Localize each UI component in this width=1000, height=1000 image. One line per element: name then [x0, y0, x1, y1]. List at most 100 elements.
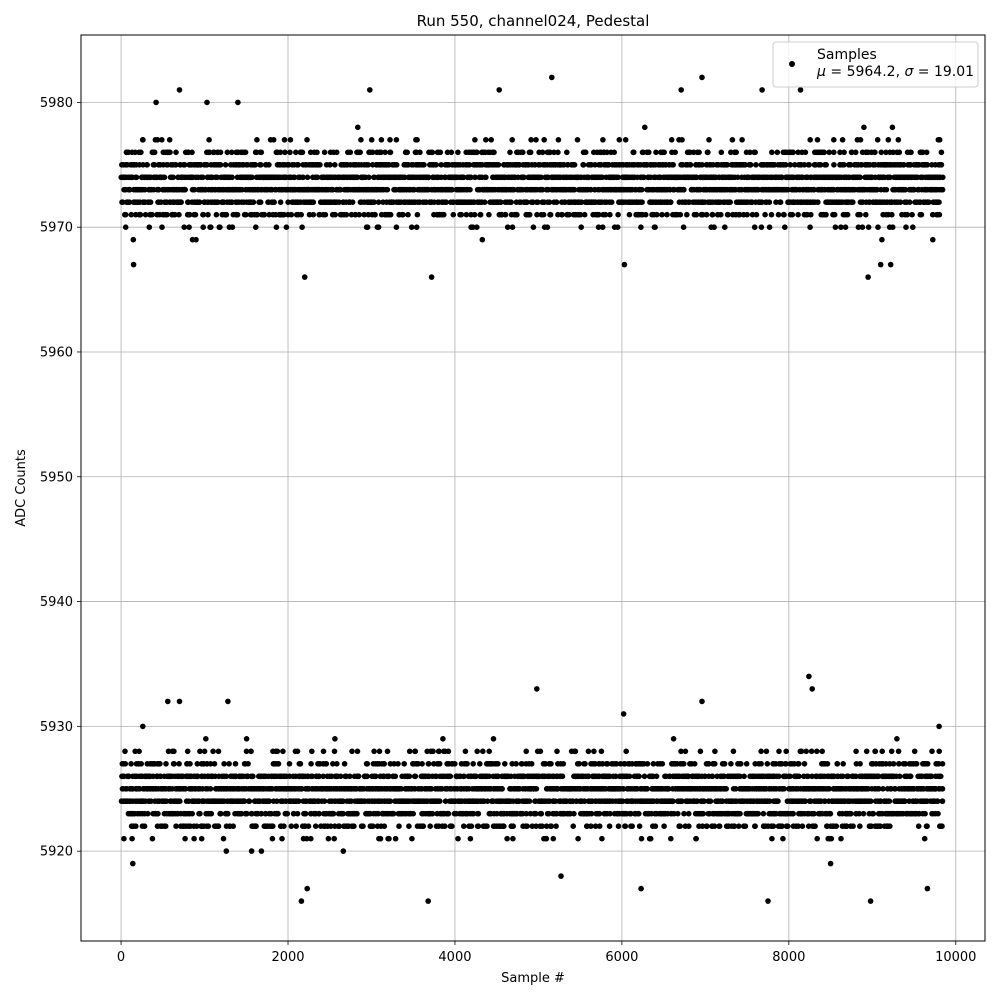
data-point: [361, 211, 368, 218]
data-point: [463, 211, 470, 218]
data-point: [254, 137, 260, 143]
data-point: [229, 174, 235, 181]
data-point: [490, 736, 497, 742]
data-point: [288, 823, 295, 829]
data-point: [699, 74, 705, 81]
data-point: [285, 162, 292, 168]
data-points: [118, 74, 946, 904]
data-point: [288, 211, 295, 218]
data-point: [375, 199, 382, 205]
data-point: [865, 224, 872, 230]
data-point: [678, 87, 684, 93]
data-point: [762, 211, 768, 218]
data-point: [636, 823, 643, 829]
data-point: [154, 137, 161, 143]
data-point: [604, 149, 610, 156]
data-point: [514, 211, 520, 218]
data-point: [442, 823, 448, 829]
data-point: [396, 823, 402, 829]
data-point: [508, 199, 514, 205]
data-point: [638, 835, 645, 842]
data-point: [475, 186, 482, 193]
data-point: [321, 798, 328, 804]
data-point: [553, 823, 559, 829]
data-point: [895, 137, 902, 143]
data-point: [304, 137, 310, 143]
data-point: [578, 224, 584, 230]
data-point: [759, 87, 765, 93]
data-point: [217, 162, 224, 168]
data-point: [149, 835, 156, 842]
data-point: [639, 186, 645, 193]
data-point: [138, 149, 144, 156]
data-point: [571, 810, 577, 817]
data-point: [766, 224, 773, 230]
data-point: [330, 810, 337, 817]
data-point: [591, 748, 597, 755]
data-point: [200, 174, 206, 181]
data-point: [596, 211, 602, 218]
data-point: [696, 149, 702, 156]
data-point: [406, 823, 412, 829]
data-point: [229, 224, 236, 230]
data-point: [425, 761, 432, 767]
data-point: [137, 211, 144, 218]
data-point: [172, 211, 178, 218]
data-point: [280, 748, 286, 755]
data-point: [144, 810, 151, 817]
data-point: [733, 149, 739, 156]
data-point: [308, 835, 314, 842]
data-point: [712, 174, 718, 181]
data-point: [364, 224, 371, 230]
data-point: [186, 211, 193, 218]
data-point: [460, 174, 467, 181]
data-point: [768, 211, 775, 218]
data-point: [706, 137, 712, 143]
data-point: [775, 211, 782, 218]
data-point: [367, 87, 373, 93]
data-point: [155, 186, 161, 193]
data-point: [377, 835, 384, 842]
data-point: [544, 810, 551, 817]
data-point: [408, 224, 415, 230]
data-point: [369, 149, 376, 156]
data-point: [504, 835, 510, 842]
data-point: [582, 149, 589, 156]
data-point: [653, 149, 659, 156]
data-point: [269, 835, 276, 842]
data-point: [387, 149, 394, 156]
data-point: [575, 835, 581, 842]
data-point: [172, 162, 179, 168]
data-point: [243, 736, 250, 742]
data-point: [630, 149, 637, 156]
data-point: [271, 199, 277, 205]
data-point: [126, 199, 133, 205]
data-point: [317, 162, 323, 168]
data-point: [724, 162, 731, 168]
data-point: [486, 748, 493, 755]
data-point: [176, 87, 183, 93]
data-point: [533, 137, 539, 143]
data-point: [592, 162, 598, 168]
data-point: [419, 761, 425, 767]
data-point: [153, 99, 159, 106]
data-point: [734, 174, 741, 181]
data-point: [214, 199, 220, 205]
data-point: [940, 174, 946, 181]
data-point: [213, 211, 220, 218]
data-point: [879, 236, 885, 243]
data-point: [445, 748, 452, 755]
data-point: [938, 162, 945, 168]
data-point: [850, 199, 856, 205]
data-point: [281, 137, 288, 143]
data-point: [299, 149, 306, 156]
data-point: [149, 211, 155, 218]
data-point: [182, 186, 188, 193]
data-point: [283, 810, 290, 817]
data-point: [321, 149, 328, 156]
data-point: [638, 224, 644, 230]
data-point: [211, 761, 218, 767]
data-point: [221, 761, 227, 767]
data-point: [164, 211, 170, 218]
data-point: [417, 149, 423, 156]
